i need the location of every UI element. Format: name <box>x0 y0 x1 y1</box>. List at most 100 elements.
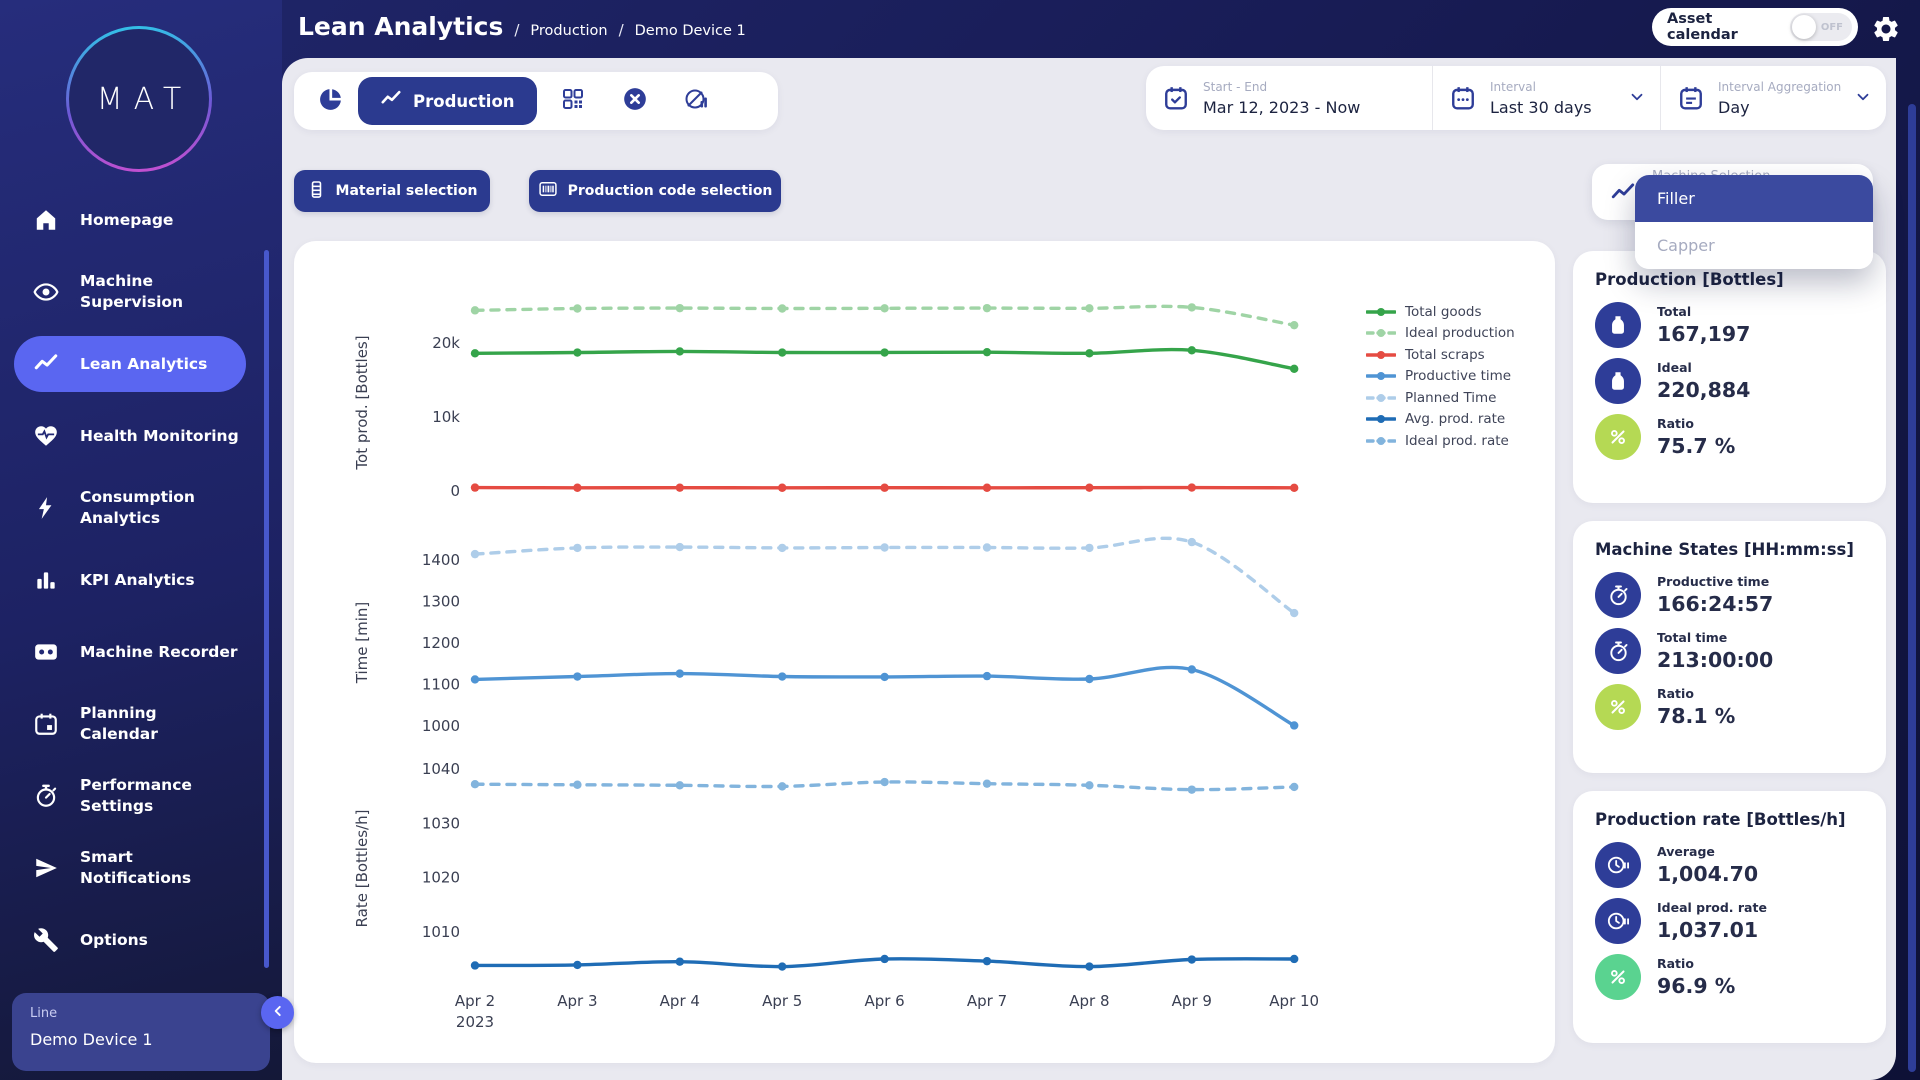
device-name: Demo Device 1 <box>30 1030 153 1049</box>
svg-text:Tot prod. [Bottles]: Tot prod. [Bottles] <box>353 335 371 470</box>
asset-calendar-switch[interactable]: OFF <box>1790 13 1852 41</box>
svg-text:Apr 4: Apr 4 <box>660 992 700 1010</box>
trend-line-icon <box>1610 180 1636 210</box>
sidebar-item-options[interactable]: Options <box>0 904 282 976</box>
sidebar-item-lean-analytics[interactable]: Lean Analytics <box>14 336 246 392</box>
breadcrumb-device[interactable]: Demo Device 1 <box>634 23 746 39</box>
interval-label: Interval <box>1490 79 1536 94</box>
sidebar-item-label: Health Monitoring <box>80 426 239 445</box>
stopwatch-icon <box>1595 628 1641 674</box>
asset-calendar-label: Asset calendar <box>1667 11 1738 43</box>
legend-item[interactable]: Avg. prod. rate <box>1366 409 1515 431</box>
production-code-selection-button[interactable]: Production code selection <box>529 170 781 212</box>
material-selection-button[interactable]: Material selection <box>294 170 490 212</box>
machine-states-card: Machine States [HH:mm:ss] Productive tim… <box>1573 521 1886 773</box>
sidebar-item-consumption-analytics[interactable]: Consumption Analytics <box>0 472 282 544</box>
production-chart: 20k 10k 0 Tot prod. [Bottles] 1400 1300 1200 11… <box>353 303 1319 1031</box>
sidebar-item-performance-settings[interactable]: Performance Settings <box>0 760 282 832</box>
dropdown-option-capper[interactable]: Capper <box>1635 222 1873 269</box>
legend-swatch <box>1366 436 1396 445</box>
bottle-icon <box>1595 358 1641 404</box>
stat-value: 167,197 <box>1657 322 1751 346</box>
legend-item[interactable]: Total scraps <box>1366 344 1515 366</box>
interval-select[interactable]: Interval Last 30 days <box>1432 66 1660 130</box>
sidebar-item-label: Machine Recorder <box>80 642 238 661</box>
sidebar-collapse-button[interactable] <box>261 996 294 1029</box>
stat-row-ratio: Ratio 75.7 % <box>1595 414 1864 460</box>
legend-swatch <box>1366 329 1396 338</box>
settings-gear-icon[interactable] <box>1871 14 1901 44</box>
legend-item[interactable]: Productive time <box>1366 366 1515 388</box>
sidebar-item-machine-recorder[interactable]: Machine Recorder <box>0 616 282 688</box>
start-end-label: Start - End <box>1203 79 1268 94</box>
sidebar-item-label: Lean Analytics <box>80 354 208 373</box>
production-view-button[interactable]: Production <box>358 77 537 125</box>
stat-label: Ratio <box>1657 686 1694 701</box>
legend-item[interactable]: Ideal prod. rate <box>1366 430 1515 452</box>
page-title: Lean Analytics <box>298 12 504 41</box>
no-data-view-button[interactable] <box>675 79 719 123</box>
start-end-field[interactable]: Start - End Mar 12, 2023 - Now <box>1146 66 1432 130</box>
svg-text:1000: 1000 <box>422 717 460 735</box>
sidebar-scrollbar[interactable] <box>264 250 269 968</box>
legend-swatch <box>1366 307 1396 316</box>
stat-label: Total <box>1657 304 1692 319</box>
production-view-label: Production <box>413 91 515 111</box>
legend-item[interactable]: Ideal production <box>1366 323 1515 345</box>
home-icon <box>33 207 59 233</box>
stat-value: 96.9 % <box>1657 974 1736 998</box>
no-data-chart-icon <box>684 86 710 116</box>
pie-chart-view-button[interactable] <box>308 79 352 123</box>
chevron-down-icon[interactable] <box>1628 88 1646 106</box>
lightning-icon <box>33 495 59 521</box>
legend-item[interactable]: Planned Time <box>1366 387 1515 409</box>
pie-chart-icon <box>318 87 343 116</box>
x-circle-icon <box>622 86 648 116</box>
sidebar-item-planning-calendar[interactable]: Planning Calendar <box>0 688 282 760</box>
bar-chart-icon <box>33 567 59 593</box>
dropdown-option-filler[interactable]: Filler <box>1635 175 1873 222</box>
stat-value: 213:00:00 <box>1657 648 1774 672</box>
aggregation-value: Day <box>1718 97 1750 117</box>
svg-text:Apr 8: Apr 8 <box>1069 992 1109 1010</box>
legend-swatch <box>1366 393 1396 402</box>
stat-value: 1,004.70 <box>1657 862 1759 886</box>
sidebar-item-label: Performance Settings <box>80 776 192 815</box>
clock-pause-icon <box>1595 842 1641 888</box>
stat-row-ideal-rate: Ideal prod. rate 1,037.01 <box>1595 898 1864 944</box>
legend-item[interactable]: Total goods <box>1366 301 1515 323</box>
stat-value: 75.7 % <box>1657 434 1736 458</box>
qr-grid-icon <box>561 87 585 115</box>
trend-line-icon <box>380 88 402 114</box>
breadcrumb-separator: / <box>618 21 624 39</box>
sidebar-item-health-monitoring[interactable]: Health Monitoring <box>0 400 282 472</box>
aggregation-select[interactable]: Interval Aggregation Day <box>1660 66 1886 130</box>
svg-text:1030: 1030 <box>422 814 460 832</box>
breadcrumb-separator: / <box>514 21 520 39</box>
breadcrumb-production[interactable]: Production <box>530 23 608 39</box>
sidebar-item-smart-notifications[interactable]: Smart Notifications <box>0 832 282 904</box>
sidebar-item-homepage[interactable]: Homepage <box>0 184 282 256</box>
calendar-dots-icon <box>1450 85 1476 111</box>
percent-icon <box>1595 954 1641 1000</box>
scraps-view-button[interactable] <box>613 79 657 123</box>
sidebar-item-kpi-analytics[interactable]: KPI Analytics <box>0 544 282 616</box>
svg-text:20k: 20k <box>432 334 460 352</box>
stat-row-productive-time: Productive time 166:24:57 <box>1595 572 1864 618</box>
device-selector[interactable]: Line Demo Device 1 <box>12 993 270 1071</box>
chevron-down-icon[interactable] <box>1854 88 1872 106</box>
legend-label: Planned Time <box>1405 389 1497 406</box>
svg-text:Apr 10: Apr 10 <box>1269 992 1319 1010</box>
sidebar-item-label: Planning Calendar <box>80 704 158 743</box>
svg-text:Apr 2: Apr 2 <box>455 992 495 1010</box>
wrench-icon <box>33 927 59 953</box>
page-scrollbar[interactable] <box>1908 104 1916 1072</box>
stat-value: 220,884 <box>1657 378 1751 402</box>
date-filter-bar: Start - End Mar 12, 2023 - Now Interval … <box>1146 66 1886 130</box>
sidebar-item-label: Options <box>80 930 148 949</box>
asset-calendar-toggle-pill[interactable]: Asset calendar OFF <box>1652 8 1858 46</box>
qr-grid-view-button[interactable] <box>551 79 595 123</box>
stats-title: Machine States [HH:mm:ss] <box>1595 540 1854 559</box>
sidebar-item-machine-supervision[interactable]: Machine Supervision <box>0 256 282 328</box>
sidebar: MAT Homepage Machine Supervision Lean An… <box>0 0 282 1080</box>
